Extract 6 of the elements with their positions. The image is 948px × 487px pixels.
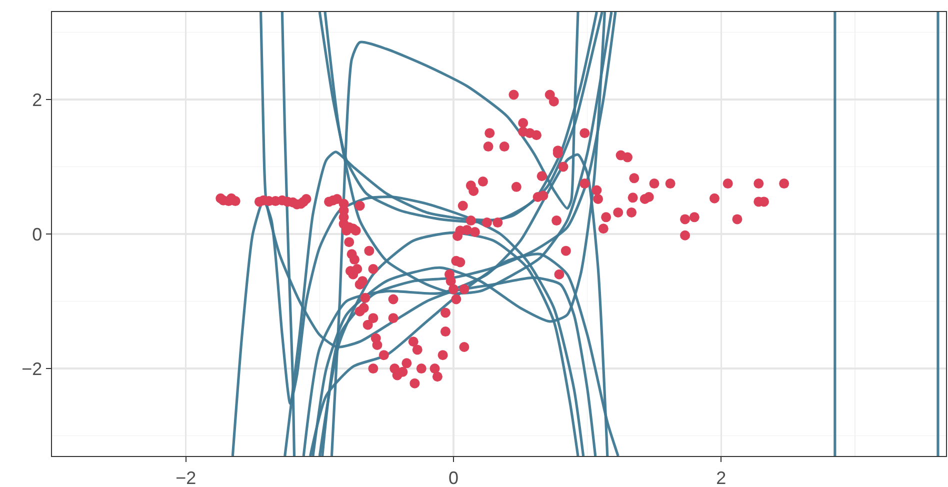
x-tick-label: 0: [448, 468, 459, 487]
y-tick-label: 0: [32, 224, 42, 244]
y-tick-label: 2: [32, 90, 42, 110]
y-tick-label: −2: [22, 358, 42, 379]
x-tick-label: 2: [716, 468, 726, 487]
x-tick-label: −2: [176, 468, 196, 487]
